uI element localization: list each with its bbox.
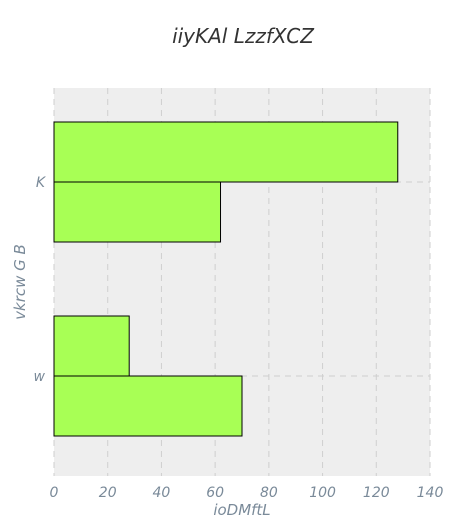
x-tick-label: 140 bbox=[417, 485, 444, 501]
x-tick-label: 120 bbox=[363, 485, 390, 501]
x-tick-label: 0 bbox=[50, 485, 59, 501]
bar-w-series-2 bbox=[53, 375, 243, 437]
x-axis-label: ioDMftL bbox=[213, 501, 270, 519]
bar-K-series-1 bbox=[53, 121, 399, 183]
bar-w-series-1 bbox=[53, 315, 130, 377]
x-tick-label: 60 bbox=[206, 485, 224, 501]
bar-K-series-2 bbox=[53, 181, 222, 243]
y-tick-label: w bbox=[34, 369, 46, 385]
x-tick-label: 80 bbox=[260, 485, 278, 501]
x-tick-label: 40 bbox=[153, 485, 171, 501]
bars bbox=[53, 121, 399, 437]
y-tick-label: K bbox=[36, 175, 47, 191]
y-axis-label: vkrcw G B bbox=[11, 244, 29, 320]
y-axis-ticks: Kw bbox=[34, 175, 47, 385]
chart-title: iiyKAl LzzfXCZ bbox=[172, 24, 315, 48]
x-tick-label: 20 bbox=[99, 485, 117, 501]
x-tick-label: 100 bbox=[309, 485, 336, 501]
x-axis-ticks: 0 20 40 60 80 100 120 140 bbox=[50, 485, 444, 501]
